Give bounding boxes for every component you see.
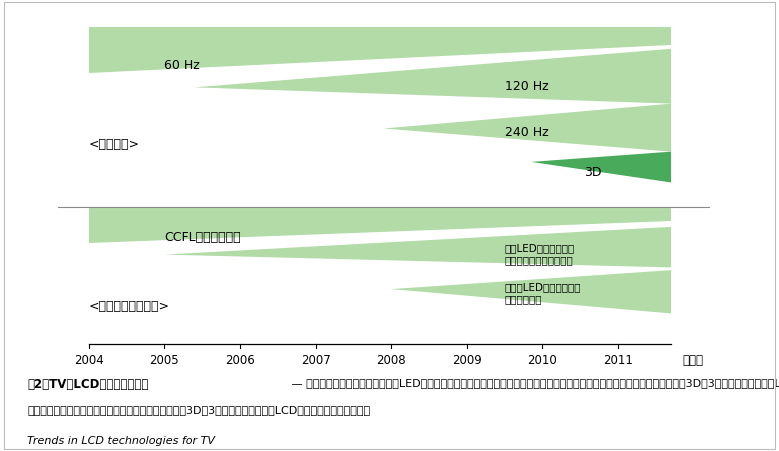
Text: エッジLEDバックライト
（薄型指向）: エッジLEDバックライト （薄型指向） [505,282,581,304]
Text: 直下LEDバックライト
部分駆動（高画質指向）: 直下LEDバックライト 部分駆動（高画質指向） [505,243,575,265]
Text: 2005: 2005 [150,354,179,367]
Polygon shape [89,207,671,243]
Text: 2011: 2011 [603,354,633,367]
Polygon shape [531,152,671,183]
Polygon shape [195,49,671,104]
Text: 2004: 2004 [74,354,104,367]
Polygon shape [384,104,671,152]
Text: 2006: 2006 [225,354,255,367]
Text: 2010: 2010 [527,354,557,367]
Text: <倍速技術>: <倍速技術> [89,138,139,151]
Text: 2008: 2008 [376,354,406,367]
Polygon shape [391,270,671,313]
Text: — 液晶の高速化とバックライトのLED化が進み，動画性能とコントラストが改善するなど，いっそうの高画質化が進む。今後，3D（3次元）立体視対応のLCDも増えると: — 液晶の高速化とバックライトのLED化が進み，動画性能とコントラストが改善する… [287,377,779,387]
Text: 3D: 3D [584,166,601,179]
Text: 図2．TV用LCDの技術トレンド: 図2．TV用LCDの技術トレンド [27,377,149,391]
Polygon shape [164,227,671,267]
Text: が改善するなど，いっそうの高画質化が進む。今後，3D（3次元）立体視対応のLCDも増えると予測される。: が改善するなど，いっそうの高画質化が進む。今後，3D（3次元）立体視対応のLCD… [27,405,370,415]
Text: 120 Hz: 120 Hz [505,80,548,93]
Text: 60 Hz: 60 Hz [164,60,200,73]
Polygon shape [89,27,671,73]
Text: 2007: 2007 [301,354,330,367]
Text: （年）: （年） [682,354,703,367]
Text: 240 Hz: 240 Hz [505,126,548,139]
Text: CCFLバックライト: CCFLバックライト [164,231,241,244]
Text: 2009: 2009 [452,354,481,367]
Text: <バックライト技術>: <バックライト技術> [89,300,170,313]
Text: Trends in LCD technologies for TV: Trends in LCD technologies for TV [27,436,215,446]
